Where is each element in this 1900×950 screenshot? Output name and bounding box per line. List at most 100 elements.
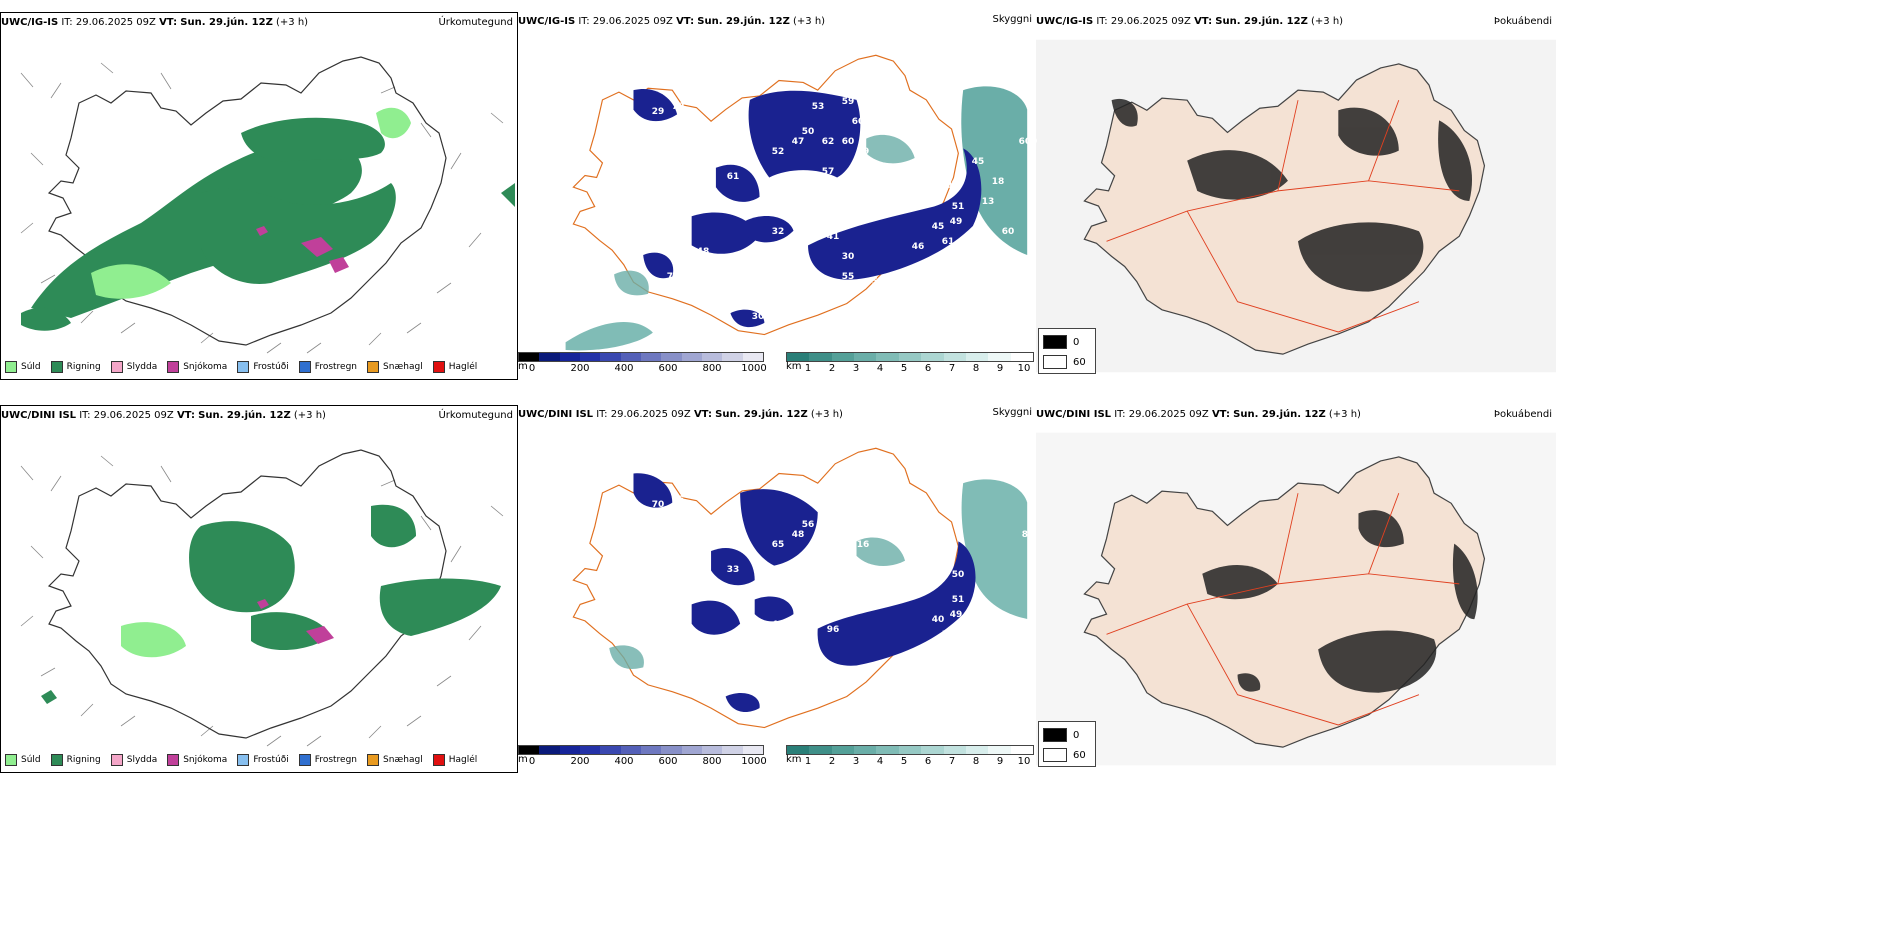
legend-item: Haglél [432,361,477,373]
cloud-base-label: 59 [631,460,645,470]
cloud-base-label: 96 [826,625,840,635]
cloud-base-label: 27 [751,282,765,292]
cloud-base-label: 104 [688,262,708,272]
cloud-base-label: 52 [771,147,785,157]
cloud-base-label: 62 [911,147,925,157]
panel-title: Þokuábendi [1493,16,1552,27]
legend-item: Snæhagl [367,361,423,373]
cloud-base-label: 13 [981,197,995,207]
panel-header: UWC/DINI ISL IT: 29.06.2025 09Z VT: Sun.… [1,410,326,421]
cloud-base-label: 46 [1001,620,1015,630]
panel-title: Úrkomutegund [438,17,513,28]
legend-item: Frostúði [237,361,289,373]
legend-item: Haglél [432,754,477,766]
cloud-base-label: 45 [931,222,945,232]
cloud-base-label: 42 [951,177,965,187]
legend-swatch [367,754,380,766]
cloud-base-label: 78 [811,495,825,505]
wind-barbs [20,62,504,354]
cloud-base-label: 65 [771,540,785,550]
cloud-base-label: 115 [848,187,868,197]
cloud-base-label: 49 [831,600,845,610]
cloud-base-label: 63 [846,312,860,322]
precip-type-panel-ig-is: UWC/IG-IS IT: 29.06.2025 09Z VT: Sun. 29… [0,12,518,380]
cloud-base-label: 32 [771,227,785,237]
fog-index-panel-ig-is: UWC/IG-IS IT: 29.06.2025 09Z VT: Sun. 29… [1036,12,1556,380]
cloud-base-label: 46 [946,182,960,192]
panel-header: UWC/IG-IS IT: 29.06.2025 09Z VT: Sun. 29… [1,17,309,28]
panel-title: Úrkomutegund [438,410,513,421]
legend-swatch [5,361,17,373]
cloud-base-label: 65 [911,540,925,550]
legend-item: Frostúði [237,754,289,766]
cloudbase-visibility-panel-ig-is: UWC/IG-IS IT: 29.06.2025 09Z VT: Sun. 29… [518,12,1036,380]
cloud-base-label: 83 [831,292,845,302]
cloud-base-label: 29 [651,107,665,117]
panel-header: UWC/IG-IS IT: 29.06.2025 09Z VT: Sun. 29… [1036,16,1344,27]
cloud-base-areas [633,88,982,328]
cloud-base-label: 79 [856,147,870,157]
legend-item: Slydda [110,754,157,766]
panel-header: UWC/IG-IS IT: 29.06.2025 09Z VT: Sun. 29… [518,16,826,27]
legend-item: Súld [5,754,41,766]
rain-areas [21,107,515,331]
cloud-base-label: 53 [811,102,825,112]
roads [1106,100,1460,333]
legend-item: Snæhagl [367,754,423,766]
cloud-base-label: 49 [949,610,963,620]
legend-swatch [298,754,311,766]
legend-item: Snjókoma [167,754,227,766]
cloud-base-label: 75 [631,67,645,77]
cloud-base-label: 48 [696,247,710,257]
cloud-base-label: 33 [726,565,740,575]
cloud-base-label: 65 [891,107,905,117]
cloud-base-label: 18 [991,177,1005,187]
panel-header: UWC/DINI ISL IT: 29.06.2025 09Z VT: Sun.… [1036,409,1361,420]
cloud-base-label: 16 [856,540,870,550]
cloud-base-label: 48 [791,530,805,540]
cloud-base-label: 400 [828,207,848,217]
cloud-base-label: 46 [911,242,925,252]
precip-map [20,56,515,354]
cloud-base-label: 70 [666,272,680,282]
panel-title: Skyggni [992,14,1032,25]
panel-title: Þokuábendi [1493,409,1552,420]
cloud-base-label: 358 [788,252,808,262]
cloud-base-label: 106 [838,530,858,540]
fog-swatch-dark [1043,335,1067,349]
cloud-base-label: 41 [826,232,840,242]
cloud-base-label: 71 [781,337,795,347]
legend-swatch [5,754,17,766]
cloud-base-label: 98 [661,307,675,317]
fog-swatch-light [1043,355,1067,369]
legend-swatch [167,754,180,766]
cloud-base-label: 40 [931,615,945,625]
cloud-base-label: 68 [866,297,880,307]
legend-swatch [167,361,180,373]
visibility-colorbar: 1 2 3 4 5 6 7 8 9 10 km [786,745,1034,767]
precip-legend: Súld Rigning Slydda Snjókoma Frostúði Fr… [5,361,477,373]
cloud-base-label: 57 [941,630,955,640]
legend-item: Frostregn [298,754,357,766]
cloud-base-label: 47 [791,137,805,147]
cloud-base-label: 70 [651,500,665,510]
legend-swatch [432,754,445,766]
cloud-base-label: 51 [951,595,965,605]
cloud-base-label: 42 [871,515,885,525]
cloud-base-label: 60 [841,137,855,147]
cloud-base-label: 27 [956,640,970,650]
legend-item: Súld [5,361,41,373]
legend-swatch [298,361,311,373]
cloudbase-colorbar: 0 200 400 600 800 1000 m [518,352,767,374]
legend-item: Slydda [110,361,157,373]
cloud-base-label: 51 [956,247,970,257]
fog-swatch-light [1043,748,1067,762]
cloud-base-label: 26 [771,337,785,347]
cloud-base-label: 56 [801,520,815,530]
cloudbase-map [572,447,1028,729]
legend-swatch [110,754,123,766]
legend-swatch [237,754,250,766]
fog-dense-areas [1111,98,1473,292]
cloud-base-label: 51 [951,202,965,212]
legend-item: Rigning [50,361,101,373]
